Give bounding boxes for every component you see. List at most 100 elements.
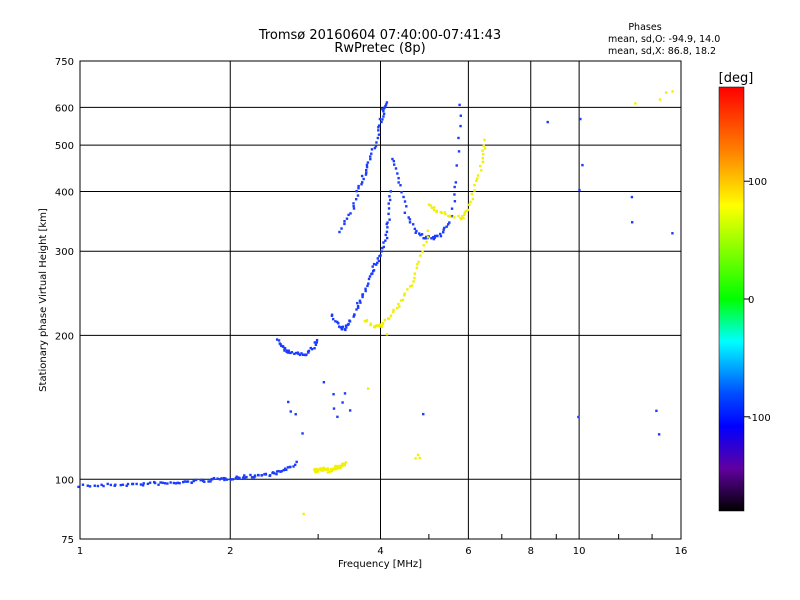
data-point <box>347 322 350 326</box>
data-point <box>397 181 400 184</box>
data-point <box>381 321 385 325</box>
y-axis-label: Stationary phase Virtual Height [km] <box>38 208 49 392</box>
data-point <box>292 465 295 468</box>
x-tick-label: 1 <box>77 546 83 557</box>
data-point <box>377 133 381 136</box>
data-point <box>332 407 336 410</box>
data-point <box>300 352 303 355</box>
data-point <box>418 456 421 460</box>
data-point <box>148 481 152 484</box>
data-point <box>352 207 356 210</box>
data-point <box>387 207 391 210</box>
data-points <box>77 90 674 516</box>
data-point <box>447 214 450 218</box>
data-point <box>293 352 296 356</box>
data-point <box>475 179 478 183</box>
data-point <box>185 480 188 483</box>
x-tick-label: 16 <box>675 546 688 557</box>
data-point <box>452 216 456 219</box>
data-point <box>433 236 436 239</box>
data-point <box>577 415 580 419</box>
data-point <box>360 181 364 184</box>
data-point <box>333 466 336 469</box>
grid-layer <box>80 61 681 539</box>
data-point <box>220 477 223 480</box>
data-point <box>315 341 319 344</box>
y-tick-label: 400 <box>55 187 74 198</box>
data-point <box>367 277 371 281</box>
data-point <box>289 410 292 413</box>
data-point <box>93 484 96 487</box>
data-point <box>481 149 484 152</box>
data-point <box>369 323 372 327</box>
data-point <box>328 470 331 473</box>
data-point <box>376 257 380 260</box>
y-tick-label: 75 <box>61 535 74 546</box>
data-point <box>287 400 290 404</box>
data-point <box>427 203 431 206</box>
data-point <box>380 325 383 328</box>
data-point <box>348 320 352 323</box>
data-point <box>377 124 381 127</box>
data-point <box>354 198 358 201</box>
data-point <box>481 160 485 164</box>
data-point <box>357 187 360 190</box>
data-point <box>450 207 454 210</box>
data-point <box>275 338 279 341</box>
data-point <box>671 90 674 93</box>
data-point <box>209 480 212 483</box>
data-point <box>361 293 365 296</box>
data-point <box>139 483 143 486</box>
data-point <box>442 228 445 231</box>
data-point <box>462 216 465 220</box>
data-point <box>288 465 292 469</box>
data-point <box>277 339 281 342</box>
data-point <box>243 476 246 480</box>
data-point <box>176 481 179 485</box>
data-point <box>398 305 401 308</box>
colorbar-tick-label: -100 <box>748 413 771 424</box>
data-point <box>345 217 349 220</box>
data-point <box>382 245 386 249</box>
data-point <box>450 214 454 218</box>
x-tick-label: 2 <box>227 546 233 557</box>
data-point <box>408 221 412 224</box>
data-point <box>579 117 582 121</box>
data-point <box>319 467 322 470</box>
data-point <box>413 276 416 280</box>
data-point <box>310 347 314 351</box>
data-point <box>421 250 424 253</box>
data-point <box>658 98 662 101</box>
data-point <box>396 172 399 175</box>
data-point <box>285 349 289 352</box>
data-point <box>125 484 128 487</box>
data-point <box>121 483 125 486</box>
data-point <box>395 306 399 310</box>
data-point <box>457 150 461 153</box>
data-point <box>399 184 402 187</box>
data-point <box>142 482 145 485</box>
data-point <box>372 269 376 272</box>
data-point <box>273 472 276 475</box>
colorbar-tick-label: 0 <box>748 295 754 306</box>
data-point <box>343 219 346 223</box>
tick-layer: 1 2 4 6 8 10 16 75 100 200 300 400 500 600 750 <box>55 57 687 557</box>
data-point <box>222 476 226 480</box>
data-point <box>237 476 240 479</box>
data-point <box>225 478 229 481</box>
data-point <box>349 212 352 215</box>
data-point <box>336 320 339 324</box>
data-point <box>153 481 157 485</box>
data-point <box>356 301 359 305</box>
data-point <box>481 156 484 160</box>
data-point <box>347 213 350 217</box>
data-point <box>352 205 355 208</box>
data-point <box>114 483 117 486</box>
data-point <box>463 213 466 217</box>
data-point <box>475 177 479 180</box>
data-point <box>415 229 418 233</box>
data-point <box>336 465 339 468</box>
data-point <box>483 138 486 142</box>
data-point <box>295 460 298 464</box>
data-point <box>338 230 341 234</box>
